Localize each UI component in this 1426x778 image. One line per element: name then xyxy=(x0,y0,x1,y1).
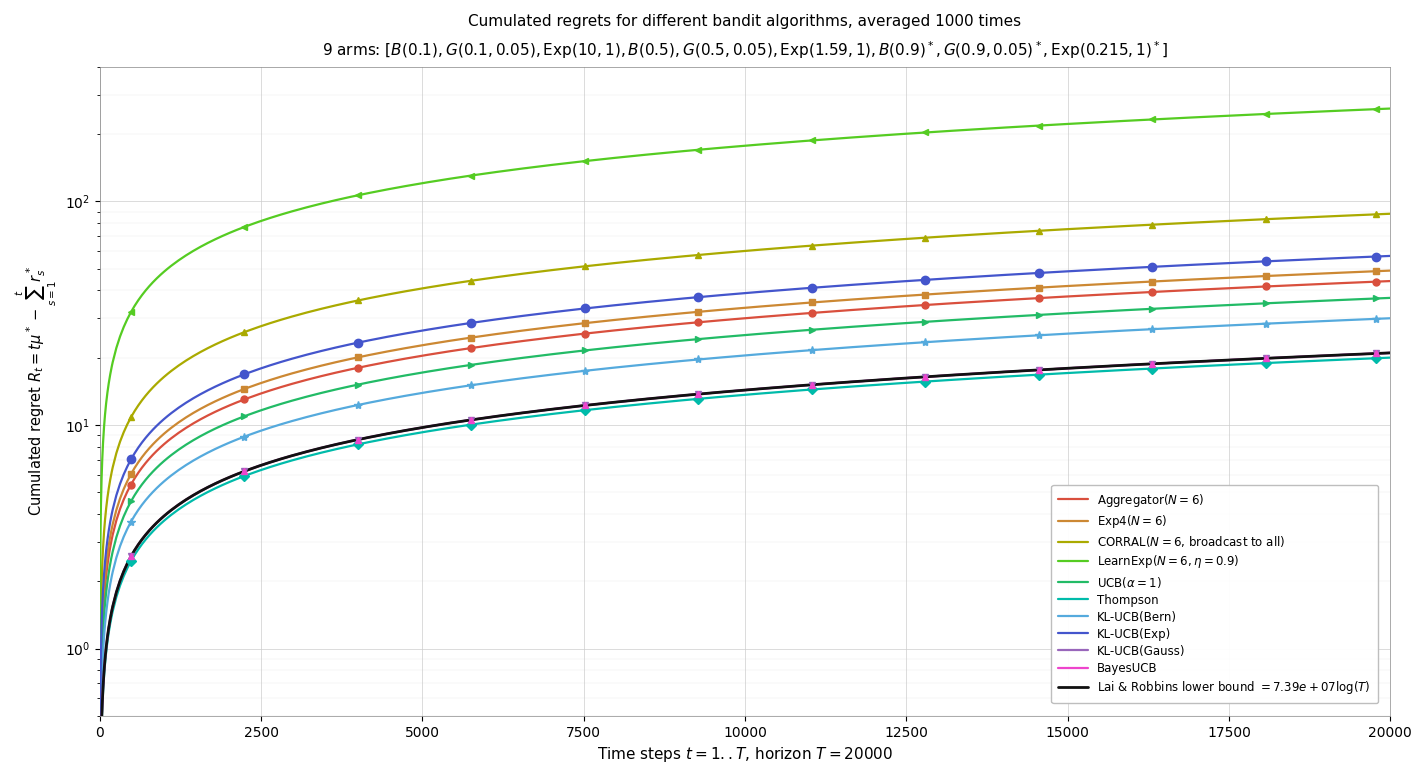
Y-axis label: Cumulated regret $R_t = t\mu^* - \sum_{s=1}^{t} r_s^*$: Cumulated regret $R_t = t\mu^* - \sum_{s… xyxy=(14,266,58,517)
BayesUCB xyxy=(1382,349,1399,358)
Thompson xyxy=(1052,369,1070,378)
LearnExp$(N=6, \eta=0.9)$ xyxy=(214,231,231,240)
BayesUCB xyxy=(324,440,341,450)
KL-UCB(Exp) xyxy=(1052,267,1070,276)
KL-UCB(Gauss) xyxy=(1052,364,1070,373)
CORRAL$(N=6$, broadcast to all$)$ xyxy=(94,556,111,566)
KL-UCB(Exp) xyxy=(103,511,120,520)
Line: Aggregator$(N=6)$: Aggregator$(N=6)$ xyxy=(100,281,1390,778)
LearnExp$(N=6, \eta=0.9)$ xyxy=(104,358,121,367)
Line: BayesUCB: BayesUCB xyxy=(100,353,1390,778)
UCB$(\alpha=1)$ xyxy=(1052,309,1070,318)
Thompson xyxy=(104,607,121,616)
X-axis label: Time steps $t = 1..T$, horizon $T = 20000$: Time steps $t = 1..T$, horizon $T = 2000… xyxy=(597,745,893,764)
Lai & Robbins lower bound $= 7.39e+07 \log(T)$ xyxy=(1052,364,1070,373)
Lai & Robbins lower bound $= 7.39e+07 \log(T)$ xyxy=(324,440,341,450)
Thompson xyxy=(324,445,341,454)
KL-UCB(Gauss) xyxy=(104,602,121,612)
Thompson xyxy=(103,613,120,622)
KL-UCB(Bern) xyxy=(324,406,341,415)
Aggregator$(N=6)$ xyxy=(1052,293,1070,302)
Aggregator$(N=6)$ xyxy=(214,404,231,413)
Exp4$(N=6)$ xyxy=(103,526,120,535)
KL-UCB(Bern) xyxy=(214,441,231,450)
Title: Cumulated regrets for different bandit algorithms, averaged 1000 times
9 arms: $: Cumulated regrets for different bandit a… xyxy=(322,14,1168,61)
Thompson xyxy=(214,480,231,489)
KL-UCB(Bern) xyxy=(1382,314,1399,323)
KL-UCB(Gauss) xyxy=(1382,349,1399,358)
LearnExp$(N=6, \eta=0.9)$ xyxy=(91,714,108,724)
Line: KL-UCB(Gauss): KL-UCB(Gauss) xyxy=(100,353,1390,778)
Lai & Robbins lower bound $= 7.39e+07 \log(T)$ xyxy=(104,602,121,612)
BayesUCB xyxy=(104,602,121,612)
LearnExp$(N=6, \eta=0.9)$ xyxy=(1382,104,1399,114)
LearnExp$(N=6, \eta=0.9)$ xyxy=(94,451,111,461)
UCB$(\alpha=1)$ xyxy=(103,553,120,562)
Aggregator$(N=6)$ xyxy=(324,369,341,378)
Lai & Robbins lower bound $= 7.39e+07 \log(T)$ xyxy=(94,696,111,705)
CORRAL$(N=6$, broadcast to all$)$ xyxy=(103,469,120,478)
KL-UCB(Exp) xyxy=(104,505,121,514)
Exp4$(N=6)$ xyxy=(214,394,231,403)
Thompson xyxy=(1382,353,1399,363)
LearnExp$(N=6, \eta=0.9)$ xyxy=(103,364,120,373)
KL-UCB(Gauss) xyxy=(324,440,341,450)
Aggregator$(N=6)$ xyxy=(1382,276,1399,286)
Line: Lai & Robbins lower bound $= 7.39e+07 \log(T)$: Lai & Robbins lower bound $= 7.39e+07 \l… xyxy=(100,353,1390,778)
CORRAL$(N=6$, broadcast to all$)$ xyxy=(1382,209,1399,219)
Line: CORRAL$(N=6$, broadcast to all$)$: CORRAL$(N=6$, broadcast to all$)$ xyxy=(100,214,1390,778)
KL-UCB(Gauss) xyxy=(214,475,231,485)
UCB$(\alpha=1)$ xyxy=(1382,293,1399,303)
CORRAL$(N=6$, broadcast to all$)$ xyxy=(1052,225,1070,234)
Exp4$(N=6)$ xyxy=(324,359,341,368)
UCB$(\alpha=1)$ xyxy=(94,640,111,650)
CORRAL$(N=6$, broadcast to all$)$ xyxy=(214,336,231,345)
BayesUCB xyxy=(1052,364,1070,373)
Line: UCB$(\alpha=1)$: UCB$(\alpha=1)$ xyxy=(100,298,1390,778)
KL-UCB(Exp) xyxy=(94,598,111,608)
KL-UCB(Gauss) xyxy=(94,696,111,705)
KL-UCB(Bern) xyxy=(104,567,121,576)
Line: LearnExp$(N=6, \eta=0.9)$: LearnExp$(N=6, \eta=0.9)$ xyxy=(100,109,1390,719)
Exp4$(N=6)$ xyxy=(1052,282,1070,291)
KL-UCB(Exp) xyxy=(324,344,341,353)
KL-UCB(Exp) xyxy=(1382,251,1399,261)
LearnExp$(N=6, \eta=0.9)$ xyxy=(324,196,341,205)
KL-UCB(Bern) xyxy=(1052,329,1070,338)
Lai & Robbins lower bound $= 7.39e+07 \log(T)$ xyxy=(1382,349,1399,358)
Lai & Robbins lower bound $= 7.39e+07 \log(T)$ xyxy=(214,475,231,485)
Aggregator$(N=6)$ xyxy=(103,537,120,546)
BayesUCB xyxy=(214,475,231,485)
Thompson xyxy=(94,700,111,710)
Legend: Aggregator$(N=6)$, Exp4$(N=6)$, CORRAL$(N=6$, broadcast to all$)$, LearnExp$(N=6: Aggregator$(N=6)$, Exp4$(N=6)$, CORRAL$(… xyxy=(1051,485,1378,703)
CORRAL$(N=6$, broadcast to all$)$ xyxy=(324,302,341,311)
Lai & Robbins lower bound $= 7.39e+07 \log(T)$ xyxy=(103,608,120,618)
Exp4$(N=6)$ xyxy=(104,520,121,529)
UCB$(\alpha=1)$ xyxy=(104,547,121,556)
Exp4$(N=6)$ xyxy=(1382,266,1399,275)
KL-UCB(Exp) xyxy=(214,379,231,388)
Line: KL-UCB(Exp): KL-UCB(Exp) xyxy=(100,256,1390,778)
BayesUCB xyxy=(103,608,120,618)
Line: Thompson: Thompson xyxy=(100,358,1390,778)
BayesUCB xyxy=(94,696,111,705)
KL-UCB(Gauss) xyxy=(103,608,120,618)
CORRAL$(N=6$, broadcast to all$)$ xyxy=(104,463,121,472)
KL-UCB(Bern) xyxy=(94,661,111,671)
Aggregator$(N=6)$ xyxy=(104,530,121,539)
Exp4$(N=6)$ xyxy=(94,613,111,622)
Line: Exp4$(N=6)$: Exp4$(N=6)$ xyxy=(100,271,1390,778)
UCB$(\alpha=1)$ xyxy=(324,386,341,395)
KL-UCB(Bern) xyxy=(103,573,120,583)
Aggregator$(N=6)$ xyxy=(94,624,111,633)
LearnExp$(N=6, \eta=0.9)$ xyxy=(1052,120,1070,129)
Line: KL-UCB(Bern): KL-UCB(Bern) xyxy=(100,318,1390,778)
UCB$(\alpha=1)$ xyxy=(214,421,231,430)
